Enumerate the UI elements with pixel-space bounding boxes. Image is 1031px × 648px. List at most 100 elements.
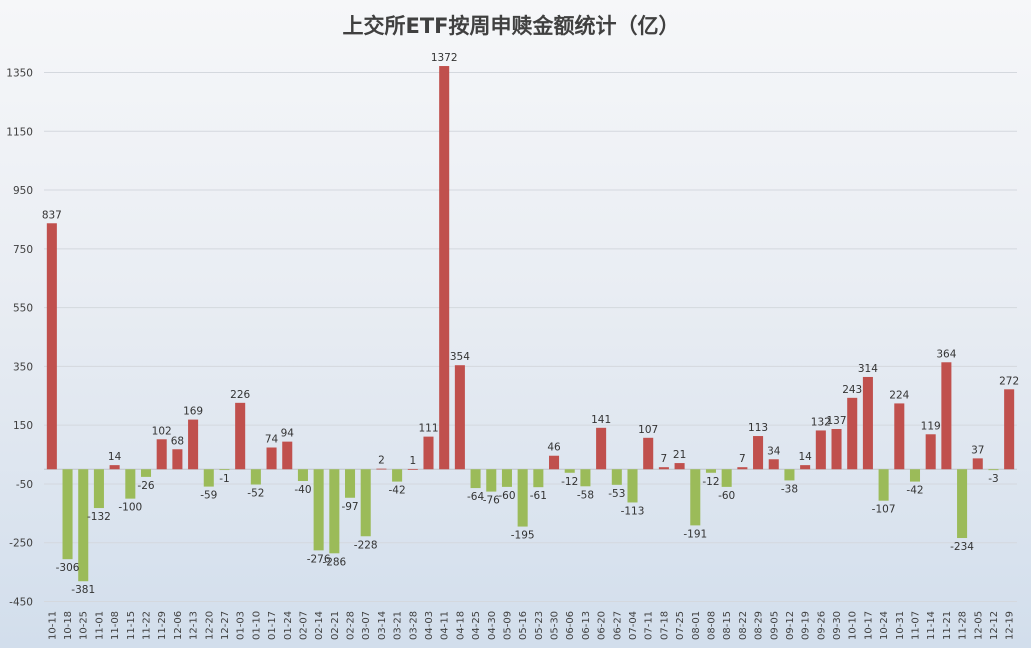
- bar: [282, 441, 293, 470]
- bar: [549, 455, 560, 470]
- bar: [957, 469, 968, 539]
- bar: [894, 403, 905, 470]
- x-tick-label: 11-08: [110, 611, 121, 640]
- y-tick-label: -450: [9, 597, 33, 609]
- x-tick-label: 06-06: [565, 611, 576, 640]
- data-label: -191: [683, 528, 707, 540]
- data-label: -76: [483, 495, 500, 507]
- bar: [235, 402, 246, 470]
- data-label: -132: [87, 511, 111, 523]
- y-tick-label: 1150: [6, 126, 33, 138]
- data-label: -286: [322, 556, 346, 568]
- data-label: 37: [971, 444, 984, 456]
- x-tick-label: 04-03: [424, 611, 435, 640]
- x-tick-label: 09-12: [785, 611, 796, 640]
- bar: [93, 469, 104, 509]
- bar: [156, 439, 167, 470]
- data-label: -52: [247, 488, 264, 500]
- bar: [188, 419, 199, 470]
- data-label: -38: [781, 483, 798, 495]
- x-tick-label: 03-21: [393, 611, 404, 640]
- data-label: 364: [936, 348, 956, 360]
- data-label: -61: [530, 490, 547, 502]
- x-tick-label: 01-17: [267, 611, 278, 640]
- x-tick-label: 10-24: [879, 611, 890, 640]
- x-tick-label: 12-20: [204, 611, 215, 640]
- bar: [266, 447, 277, 470]
- x-tick-label: 12-06: [173, 611, 184, 640]
- data-label: 7: [739, 453, 746, 465]
- x-tick-label: 12-12: [989, 611, 1000, 640]
- x-tick-label: 10-18: [63, 611, 74, 640]
- bar: [941, 362, 952, 470]
- bar: [768, 459, 779, 470]
- data-label: 1: [409, 455, 416, 467]
- x-tick-label: 04-30: [487, 611, 498, 640]
- data-label: 141: [591, 414, 611, 426]
- bar: [329, 469, 340, 554]
- x-tick-label: 03-07: [361, 611, 372, 640]
- bars: [46, 66, 1015, 582]
- x-tick-label: 11-14: [926, 611, 937, 640]
- data-label: 132: [811, 416, 831, 428]
- bar: [407, 468, 418, 470]
- bar: [862, 376, 873, 470]
- data-label: 137: [827, 415, 847, 427]
- bar: [392, 469, 403, 482]
- bar: [203, 469, 214, 487]
- x-tick-label: 12-05: [973, 611, 984, 640]
- bar: [737, 467, 748, 470]
- x-tick-label: 01-03: [236, 611, 247, 640]
- data-label: -1: [219, 473, 229, 485]
- x-tick-label: 10-11: [47, 611, 58, 640]
- y-tick-label: -50: [16, 479, 33, 491]
- bar: [925, 434, 936, 470]
- x-tick-label: 12-13: [189, 611, 200, 640]
- x-tick-label: 11-22: [142, 611, 153, 640]
- data-label: 226: [230, 389, 250, 401]
- bar: [580, 469, 591, 487]
- x-tick-label: 06-20: [597, 611, 608, 640]
- y-tick-label: 350: [13, 361, 33, 373]
- data-label: -113: [621, 505, 645, 517]
- data-label: 111: [418, 423, 438, 435]
- x-tick-label: 09-05: [769, 611, 780, 640]
- x-tick-label: 08-29: [754, 611, 765, 640]
- bar: [501, 469, 512, 487]
- x-tick-label: 04-18: [455, 611, 466, 640]
- bar: [643, 437, 654, 470]
- bar: [831, 428, 842, 470]
- bar: [658, 467, 669, 470]
- x-tick-label: 10-17: [863, 611, 874, 640]
- x-tick-label: 05-16: [518, 611, 529, 640]
- bar: [109, 465, 120, 470]
- chart-title: 上交所ETF按周申赎金额统计（亿）: [342, 14, 679, 38]
- bar: [313, 469, 324, 551]
- bar: [360, 469, 371, 537]
- x-tick-label: 12-27: [220, 611, 231, 640]
- x-tick-label: 08-15: [722, 611, 733, 640]
- bar: [564, 469, 575, 473]
- bar: [345, 469, 356, 498]
- data-label: -53: [608, 488, 625, 500]
- bar: [140, 469, 152, 477]
- bar: [690, 469, 701, 526]
- x-tick-label: 09-30: [832, 611, 843, 640]
- data-label: -12: [561, 476, 578, 488]
- x-tick-label: 08-22: [738, 611, 749, 640]
- x-tick-label: 05-30: [550, 611, 561, 640]
- bar: [878, 469, 889, 501]
- x-tick-label: 08-08: [706, 611, 717, 640]
- x-tick-label: 07-18: [659, 611, 670, 640]
- x-tick-label: 07-25: [675, 611, 686, 640]
- x-tick-label: 06-27: [612, 611, 623, 640]
- data-label: -276: [307, 553, 331, 565]
- x-tick-label: 10-10: [848, 611, 859, 640]
- data-label: -228: [354, 539, 378, 551]
- x-tick-label: 10-31: [895, 611, 906, 640]
- data-label: 272: [999, 375, 1019, 387]
- bar: [988, 469, 999, 471]
- x-tick-label: 04-25: [471, 611, 482, 640]
- y-tick-label: -250: [9, 538, 33, 550]
- x-tick-label: 03-28: [408, 611, 419, 640]
